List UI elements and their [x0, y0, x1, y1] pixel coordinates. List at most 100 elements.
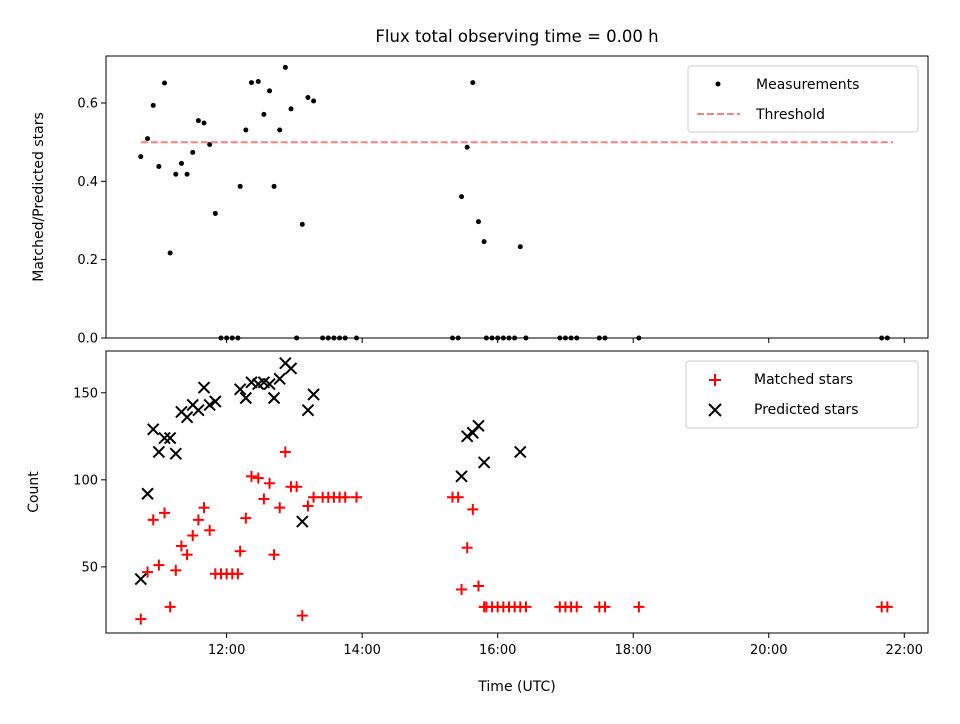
measurements-point [156, 163, 162, 169]
measurements-point [184, 171, 190, 177]
measurements-point [602, 335, 608, 341]
top-plot-marks [138, 64, 893, 341]
measurements-point [342, 335, 348, 341]
measurements-point [506, 335, 512, 341]
bottom-y-axis-label: Count [26, 471, 42, 513]
predicted-stars-point [514, 445, 527, 459]
measurements-point [255, 78, 261, 84]
measurements-point [464, 144, 470, 150]
matched-stars-point [467, 503, 479, 515]
matched-stars-point [234, 545, 246, 557]
measurements-point [311, 98, 317, 104]
top-panel: 0.0 0.2 0.4 0.6 Matched/Predicted stars Mea… [31, 55, 929, 347]
bottom-x-tick-label: 20:00 [750, 643, 787, 658]
predicted-stars-point [203, 398, 216, 412]
predicted-stars-point [307, 388, 320, 401]
matched-stars-point [599, 601, 611, 613]
top-legend-box [687, 65, 919, 133]
matched-stars-point [135, 613, 147, 625]
legend-label-threshold: Threshold [755, 107, 825, 123]
measurements-point [282, 64, 288, 70]
measurements-point [483, 335, 489, 341]
bottom-x-tick-label: 14:00 [343, 643, 380, 658]
matched-stars-point [452, 491, 464, 503]
matched-stars-point [881, 601, 893, 613]
matched-stars-point [279, 446, 291, 458]
bottom-legend-box [685, 360, 919, 429]
measurements-point [261, 111, 267, 117]
top-y-axis-label: Matched/Predicted stars [31, 112, 47, 282]
predicted-stars-point [169, 447, 183, 460]
matched-stars-point [291, 481, 303, 493]
measurements-point [178, 160, 184, 166]
predicted-stars-point [192, 403, 205, 417]
measurements-point [190, 149, 196, 155]
measurements-point [150, 102, 156, 108]
measurements-point [489, 335, 495, 341]
measurements-point [557, 335, 563, 341]
predicted-stars-point [273, 372, 286, 386]
bottom-x-tick-label: 12:00 [208, 643, 245, 658]
bottom-y-tick-label: 50 [81, 560, 98, 575]
measurements-point [337, 335, 343, 341]
measurements-point [218, 335, 224, 341]
measurements-point [195, 118, 201, 124]
matched-stars-point [252, 472, 264, 484]
bottom-y-axis: 50 100 150 [73, 386, 106, 575]
bottom-y-tick-label: 100 [73, 473, 98, 488]
bottom-x-tick-label: 18:00 [614, 643, 651, 658]
measurements-point [277, 127, 283, 133]
measurements-point [173, 171, 179, 177]
bottom-plot-marks [134, 356, 893, 625]
measurements-point [248, 80, 254, 86]
bottom-plot-frame [105, 350, 929, 634]
top-chart-title: Flux total observing time = 0.00 h [375, 27, 658, 46]
matched-stars-point [520, 601, 532, 613]
bottom-x-tick-label: 16:00 [479, 643, 516, 658]
measurements-point [512, 335, 518, 341]
measurements-point [201, 120, 207, 126]
matched-stars-point [258, 493, 270, 505]
predicted-stars-point [239, 391, 253, 405]
matched-stars-point [302, 500, 314, 512]
matched-stars-point [240, 512, 252, 524]
legend-label-predicted-stars: Predicted stars [754, 402, 859, 418]
legend-marker-predicted-stars [708, 403, 722, 417]
matched-stars-point [268, 549, 280, 561]
legend-marker-matched-stars [709, 374, 721, 386]
predicted-stars-point [267, 391, 281, 405]
measurements-point [636, 335, 642, 341]
measurements-point [305, 95, 311, 101]
measurements-point [294, 335, 300, 341]
top-legend: Measurements Threshold [687, 65, 919, 133]
matched-stars-point [461, 542, 473, 554]
measurements-point [495, 335, 501, 341]
measurements-point [224, 335, 230, 341]
predicted-stars-point [180, 410, 194, 424]
measurements-point [267, 88, 273, 94]
measurements-point [288, 106, 294, 112]
matched-stars-point [159, 507, 171, 519]
matched-stars-point [296, 610, 308, 622]
measurements-point [237, 183, 243, 189]
matched-stars-point [351, 491, 363, 503]
measurements-point [325, 335, 331, 341]
matched-stars-point [245, 470, 257, 482]
measurements-point [207, 142, 213, 148]
matched-stars-point [164, 601, 176, 613]
predicted-stars-point [296, 515, 309, 528]
predicted-stars-point [163, 431, 177, 445]
measurements-point [320, 335, 326, 341]
measurements-point [271, 183, 277, 189]
predicted-stars-point [209, 395, 222, 408]
predicted-stars-point [472, 419, 485, 433]
measurements-point [145, 136, 151, 142]
measurements-point [500, 335, 506, 341]
measurements-point [574, 335, 580, 341]
measurements-point [459, 194, 465, 200]
legend-label-matched-stars: Matched stars [754, 372, 853, 388]
measurements-point [167, 250, 173, 256]
top-y-tick-label: 0.2 [77, 253, 98, 268]
